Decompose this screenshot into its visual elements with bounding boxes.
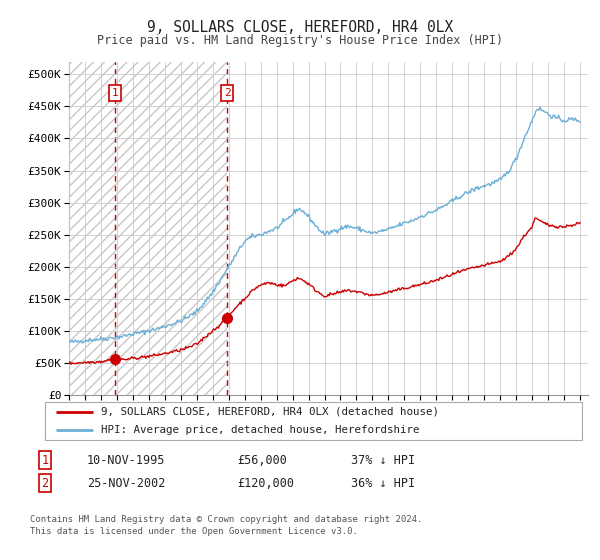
Text: 9, SOLLARS CLOSE, HEREFORD, HR4 0LX: 9, SOLLARS CLOSE, HEREFORD, HR4 0LX — [147, 20, 453, 35]
Text: 1: 1 — [41, 454, 49, 467]
Text: 10-NOV-1995: 10-NOV-1995 — [87, 454, 166, 467]
Text: £56,000: £56,000 — [237, 454, 287, 467]
Text: Contains HM Land Registry data © Crown copyright and database right 2024.: Contains HM Land Registry data © Crown c… — [30, 515, 422, 524]
Text: Price paid vs. HM Land Registry's House Price Index (HPI): Price paid vs. HM Land Registry's House … — [97, 34, 503, 46]
FancyBboxPatch shape — [45, 402, 582, 440]
Text: 1: 1 — [111, 88, 118, 98]
Text: 9, SOLLARS CLOSE, HEREFORD, HR4 0LX (detached house): 9, SOLLARS CLOSE, HEREFORD, HR4 0LX (det… — [101, 407, 439, 417]
Text: HPI: Average price, detached house, Herefordshire: HPI: Average price, detached house, Here… — [101, 425, 420, 435]
Text: £120,000: £120,000 — [237, 477, 294, 490]
Text: This data is licensed under the Open Government Licence v3.0.: This data is licensed under the Open Gov… — [30, 528, 358, 536]
Text: 2: 2 — [224, 88, 230, 98]
Text: 36% ↓ HPI: 36% ↓ HPI — [351, 477, 415, 490]
Text: 25-NOV-2002: 25-NOV-2002 — [87, 477, 166, 490]
Bar — [69, 62, 115, 395]
Text: 37% ↓ HPI: 37% ↓ HPI — [351, 454, 415, 467]
Bar — [115, 62, 227, 395]
Text: 2: 2 — [41, 477, 49, 490]
